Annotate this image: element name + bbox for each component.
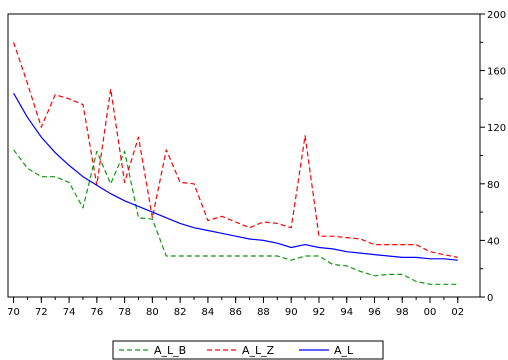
x-axis-ticks: 70 72 74 76 78 80 82 84 86 88 90 92 94 96 98 00 02 [7,297,464,318]
x-tick-label: 80 [146,307,159,318]
x-tick-label: 96 [368,307,381,318]
x-tick-label: 78 [118,307,131,318]
legend-label-a-l-z: A_L_Z [242,344,275,357]
y-tick-label: 0 [487,293,493,304]
x-tick-label: 98 [396,307,409,318]
legend-label-a-l-b: A_L_B [154,344,186,357]
x-tick-label: 88 [257,307,270,318]
x-tick-label: 84 [202,307,215,318]
legend: A_L_B A_L_Z A_L [112,340,384,360]
y-tick-label: 160 [487,67,506,78]
y-axis-ticks: 0 40 80 120 160 200 [480,10,506,304]
y-tick-label: 80 [487,180,500,191]
x-tick-label: 92 [313,307,326,318]
x-tick-label: 72 [35,307,48,318]
x-tick-label: 76 [90,307,103,318]
x-tick-label: 02 [451,307,464,318]
x-tick-label: 00 [424,307,437,318]
legend-box [112,340,384,360]
x-tick-label: 86 [229,307,242,318]
plot-frame [7,13,481,298]
y-tick-label: 120 [487,123,506,134]
x-tick-label: 90 [285,307,298,318]
y-tick-label: 200 [487,10,506,21]
x-tick-label: 82 [174,307,187,318]
y-tick-label: 40 [487,236,500,247]
series-line-a-l [13,92,458,261]
x-tick-label: 94 [340,307,353,318]
series-line-a-l-b [13,149,458,285]
x-tick-label: 74 [63,307,76,318]
x-tick-label: 70 [7,307,20,318]
legend-label-a-l: A_L [334,344,354,357]
series-line-a-l-z [13,42,458,258]
series-layer [13,42,458,285]
